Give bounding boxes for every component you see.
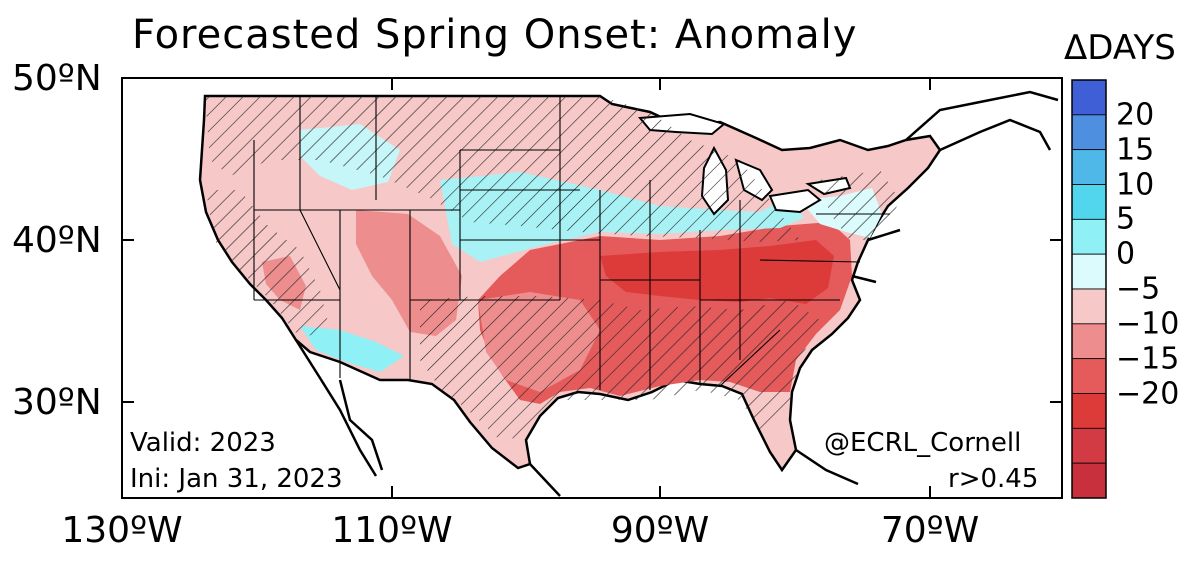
colorbar-swatch (1071, 427, 1107, 464)
anomaly-region-positive-southwest (300, 326, 404, 372)
colorbar-tick-label: −20 (1116, 376, 1180, 411)
lat-label-30n: 30ºN (12, 382, 102, 423)
colorbar-tick-label: −10 (1116, 306, 1180, 342)
colorbar-title: ΔDAYS (1064, 28, 1176, 68)
colorbar-swatch (1071, 323, 1107, 360)
colorbar-swatch (1071, 79, 1107, 116)
lat-label-40n: 40ºN (12, 220, 102, 261)
colorbar-tick-label: −5 (1116, 271, 1161, 307)
valid-year-text: Valid: 2023 (130, 428, 276, 458)
hatched-significance-south (420, 296, 820, 440)
credit-text: @ECRL_Cornell (824, 428, 1022, 458)
axis-ticks (121, 77, 1062, 498)
state-boundaries (253, 96, 890, 390)
lat-label-50n: 50ºN (12, 58, 102, 99)
colorbar-tick-label: 15 (1116, 132, 1155, 168)
colorbar-tick-label: 10 (1116, 167, 1155, 202)
colorbar-swatch (1071, 218, 1107, 255)
map-frame (121, 77, 1063, 499)
threshold-text: r>0.45 (948, 464, 1039, 494)
map-title: Forecasted Spring Onset: Anomaly (132, 12, 858, 58)
anomaly-region-negative-15 (600, 240, 834, 304)
colorbar-tick-label: 5 (1116, 201, 1136, 237)
colorbar-swatch (1071, 114, 1107, 151)
init-date-text: Ini: Jan 31, 2023 (130, 464, 343, 494)
colorbar-tick-label: −15 (1116, 341, 1180, 377)
lon-label-90w: 90ºW (610, 510, 710, 551)
colorbar-swatch (1071, 253, 1107, 290)
hatched-significance-east (820, 170, 900, 240)
colorbar-swatch (1071, 288, 1107, 325)
colorbar-tick-label: 20 (1116, 97, 1155, 133)
colorbar-tick-label: 0 (1116, 236, 1136, 272)
lon-label-70w: 70ºW (880, 510, 980, 551)
colorbar-swatch (1071, 358, 1107, 394)
colorbar-swatch (1071, 462, 1107, 499)
colorbar-swatch (1071, 393, 1107, 429)
lon-label-130w: 130ºW (61, 510, 183, 551)
colorbar-swatch (1071, 184, 1107, 220)
neighbor-coastlines (294, 90, 1059, 497)
lon-label-110w: 110ºW (331, 510, 453, 551)
colorbar-swatch (1071, 149, 1107, 185)
hatched-significance-north (205, 96, 800, 242)
hatched-significance-west (206, 190, 330, 338)
